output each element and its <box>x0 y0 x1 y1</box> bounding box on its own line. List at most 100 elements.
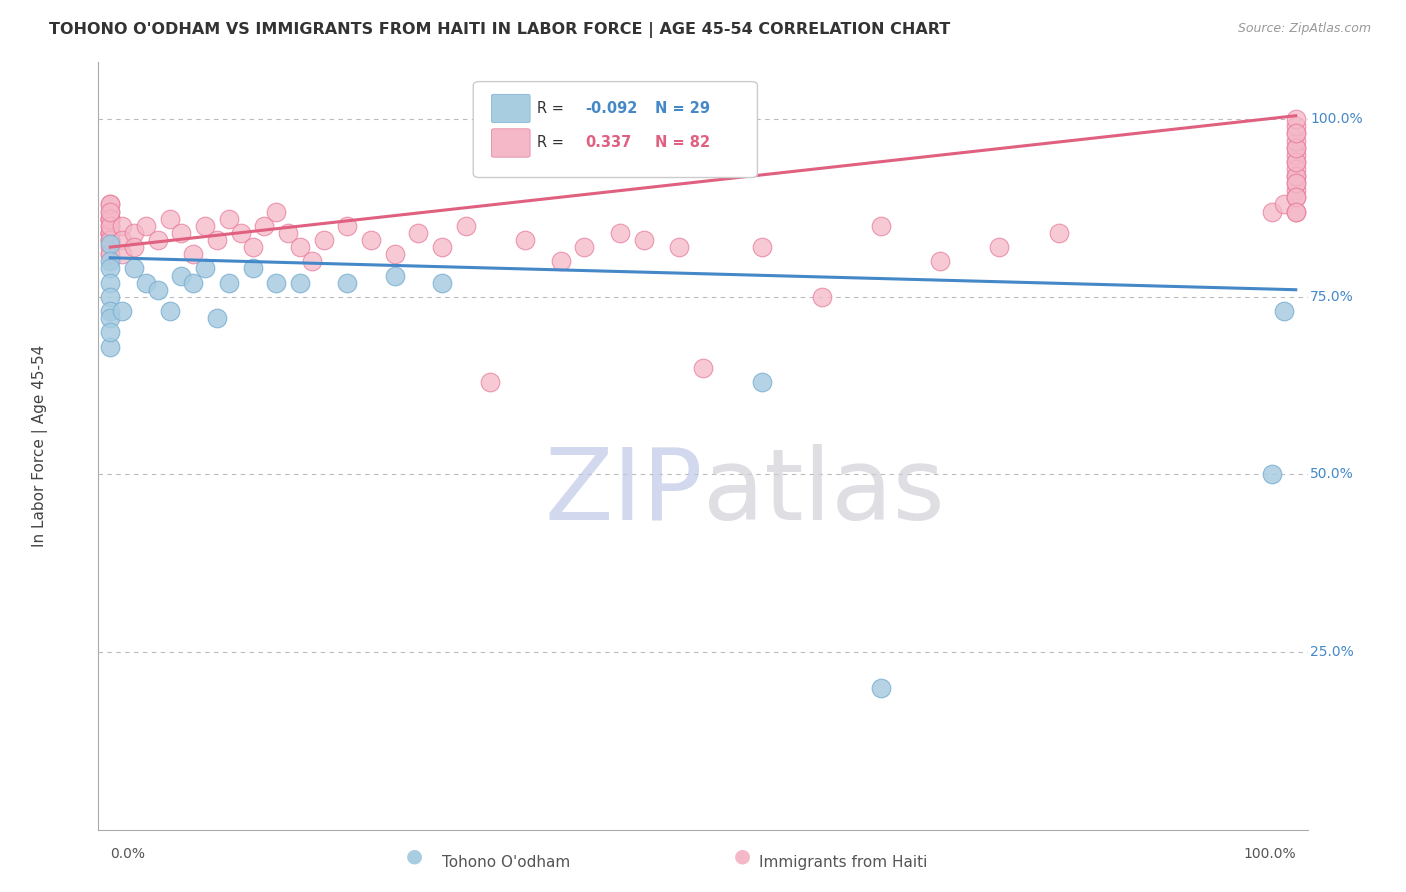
Point <box>111 219 134 233</box>
Point <box>1285 148 1308 162</box>
Text: TOHONO O'ODHAM VS IMMIGRANTS FROM HAITI IN LABOR FORCE | AGE 45-54 CORRELATION C: TOHONO O'ODHAM VS IMMIGRANTS FROM HAITI … <box>49 22 950 38</box>
Point <box>869 681 891 695</box>
Point <box>1285 134 1308 148</box>
Point <box>454 219 477 233</box>
Point <box>98 219 121 233</box>
Point <box>1285 127 1308 141</box>
Point <box>301 254 323 268</box>
Point <box>336 276 359 290</box>
Point <box>384 268 406 283</box>
Point <box>384 247 406 261</box>
Point <box>98 236 121 251</box>
Text: 100.0%: 100.0% <box>1243 847 1296 862</box>
Point <box>170 226 193 240</box>
Point <box>1285 169 1308 183</box>
Point <box>810 290 832 304</box>
Point <box>146 233 169 247</box>
Point <box>98 211 121 226</box>
Point <box>194 261 217 276</box>
Point <box>122 240 145 254</box>
Point <box>1285 204 1308 219</box>
Point <box>159 304 181 318</box>
Text: ●: ● <box>406 847 423 865</box>
Point <box>98 304 121 318</box>
Point <box>122 261 145 276</box>
Point <box>1285 190 1308 204</box>
FancyBboxPatch shape <box>492 128 530 157</box>
Point <box>478 375 501 389</box>
Point <box>574 240 596 254</box>
Point <box>98 311 121 326</box>
FancyBboxPatch shape <box>474 81 758 178</box>
Point <box>98 233 121 247</box>
Text: R =: R = <box>537 136 569 151</box>
Point <box>194 219 217 233</box>
Point <box>692 360 714 375</box>
Text: 0.0%: 0.0% <box>110 847 145 862</box>
Point <box>98 290 121 304</box>
Point <box>1285 176 1308 190</box>
Point <box>135 219 157 233</box>
FancyBboxPatch shape <box>492 95 530 123</box>
Point <box>929 254 952 268</box>
Point <box>408 226 430 240</box>
Point <box>205 233 228 247</box>
Point <box>98 204 121 219</box>
Point <box>98 247 121 261</box>
Point <box>98 226 121 240</box>
Point <box>253 219 276 233</box>
Point <box>633 233 655 247</box>
Point <box>1261 204 1284 219</box>
Point <box>869 219 891 233</box>
Text: 50.0%: 50.0% <box>1310 467 1354 482</box>
Point <box>218 276 240 290</box>
Point <box>312 233 335 247</box>
Text: -0.092: -0.092 <box>586 101 638 116</box>
Point <box>1272 304 1295 318</box>
Text: N = 29: N = 29 <box>655 101 710 116</box>
Point <box>135 276 157 290</box>
Point <box>751 240 773 254</box>
Text: atlas: atlas <box>703 443 945 541</box>
Point <box>181 247 204 261</box>
Point <box>432 276 454 290</box>
Point <box>264 276 287 290</box>
Point <box>1047 226 1070 240</box>
Text: Immigrants from Haiti: Immigrants from Haiti <box>759 855 928 870</box>
Point <box>288 240 311 254</box>
Point <box>1285 120 1308 134</box>
Point <box>98 326 121 340</box>
Point <box>205 311 228 326</box>
Point <box>277 226 299 240</box>
Point <box>1285 204 1308 219</box>
Point <box>229 226 252 240</box>
Point <box>1272 197 1295 211</box>
Point <box>181 276 204 290</box>
Point <box>668 240 690 254</box>
Point <box>98 211 121 226</box>
Point <box>98 197 121 211</box>
Point <box>288 276 311 290</box>
Point <box>98 204 121 219</box>
Text: R =: R = <box>537 101 569 116</box>
Text: 0.337: 0.337 <box>586 136 631 151</box>
Point <box>1285 176 1308 190</box>
Point <box>1285 190 1308 204</box>
Point <box>98 233 121 247</box>
Point <box>432 240 454 254</box>
Point <box>751 375 773 389</box>
Point <box>360 233 382 247</box>
Point <box>264 204 287 219</box>
Point <box>98 211 121 226</box>
Text: 100.0%: 100.0% <box>1310 112 1362 127</box>
Text: In Labor Force | Age 45-54: In Labor Force | Age 45-54 <box>32 345 48 547</box>
Point <box>98 226 121 240</box>
Point <box>98 254 121 268</box>
Point <box>111 247 134 261</box>
Point <box>1285 141 1308 155</box>
Point <box>242 240 264 254</box>
Point <box>1285 141 1308 155</box>
Point <box>98 226 121 240</box>
Point <box>98 197 121 211</box>
Point <box>1285 127 1308 141</box>
